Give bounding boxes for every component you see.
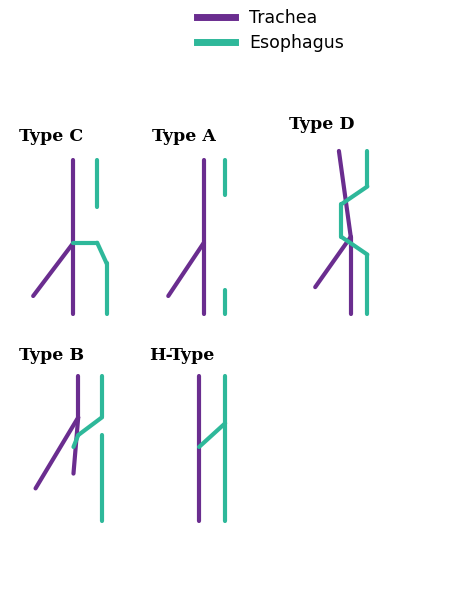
Text: Type C: Type C xyxy=(19,128,83,145)
Text: Type D: Type D xyxy=(289,116,355,133)
Legend: Trachea, Esophagus: Trachea, Esophagus xyxy=(197,9,344,53)
Text: Type A: Type A xyxy=(152,128,216,145)
Text: H-Type: H-Type xyxy=(149,347,215,364)
Text: Type B: Type B xyxy=(19,347,84,364)
